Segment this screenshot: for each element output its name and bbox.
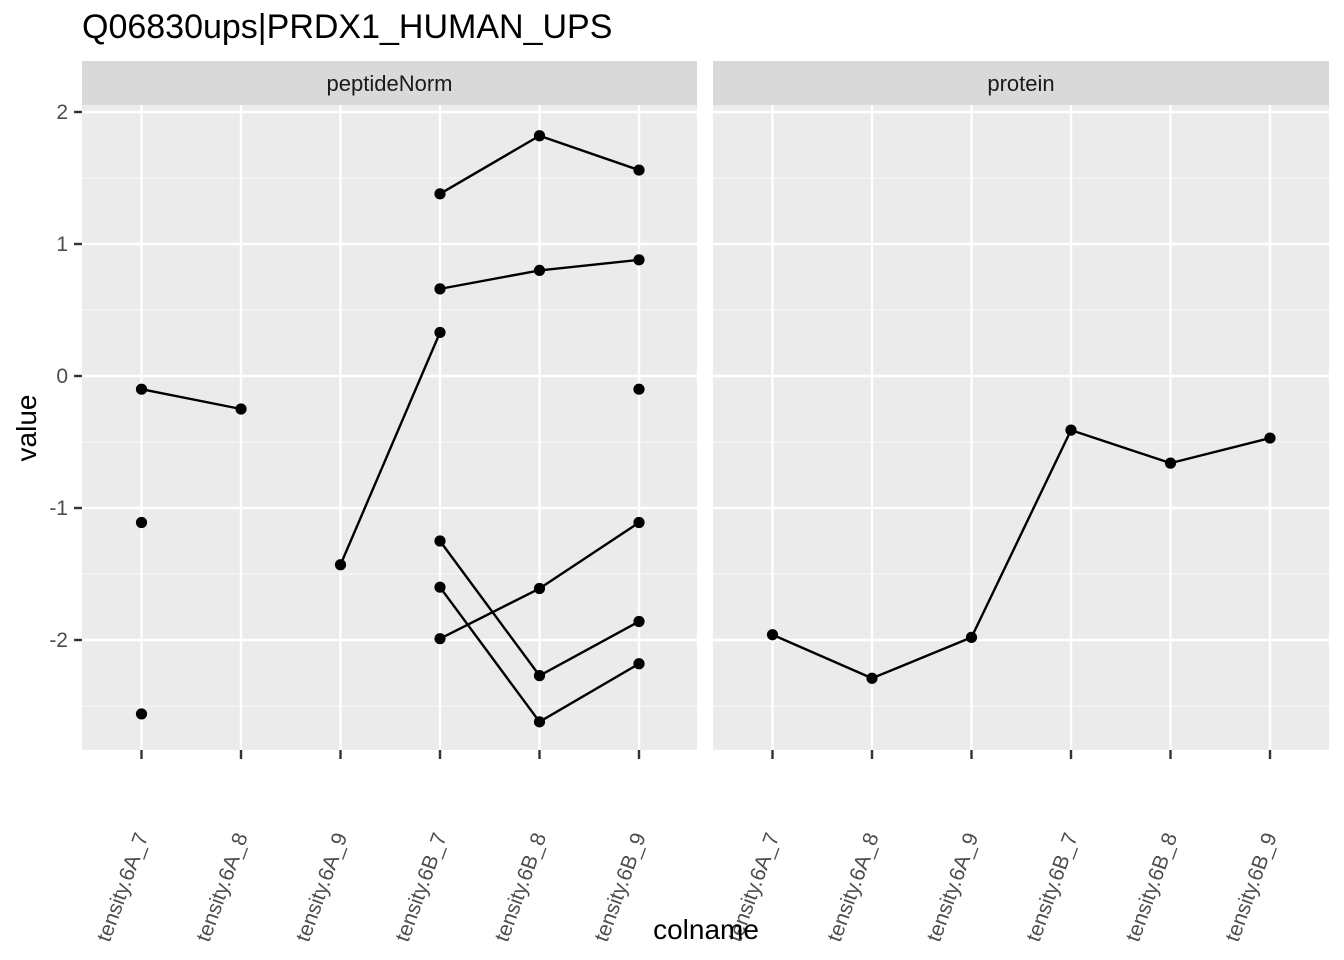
y-tick-label: -2 xyxy=(49,629,68,652)
series-10 xyxy=(633,383,645,395)
x-tick-label: tensity.6B_7 xyxy=(1022,830,1083,945)
series-1 xyxy=(135,383,247,415)
series-4 xyxy=(334,326,446,571)
series-line-segment xyxy=(539,258,640,272)
x-tick-label: tensity.6B_9 xyxy=(590,830,651,945)
data-point xyxy=(334,559,347,571)
series-line-segment xyxy=(439,540,541,677)
series-line-segment xyxy=(439,587,541,640)
series-1 xyxy=(766,424,1276,684)
data-point xyxy=(866,672,878,684)
data-point xyxy=(235,403,247,415)
data-point xyxy=(633,658,645,670)
x-tick-label: tensity.6A_7 xyxy=(93,830,154,945)
series-8 xyxy=(434,581,645,728)
y-tick-label: 1 xyxy=(56,233,68,256)
data-point xyxy=(434,188,446,200)
x-tick-label: tensity.6A_8 xyxy=(823,830,884,945)
series-2 xyxy=(135,516,148,529)
data-point xyxy=(434,283,446,295)
panel-background xyxy=(713,105,1329,750)
series-3 xyxy=(135,708,148,720)
series-line-segment xyxy=(871,636,972,680)
series-6 xyxy=(434,254,645,295)
x-tick-label: tensity.6A_8 xyxy=(192,830,253,945)
x-axis-title: colname xyxy=(653,914,759,945)
data-point xyxy=(1264,432,1276,444)
data-point xyxy=(135,383,148,395)
series-line-segment xyxy=(538,662,640,723)
series-line-segment xyxy=(538,521,640,590)
y-tick-label: 2 xyxy=(56,101,68,124)
series-line-segment xyxy=(439,134,541,195)
data-point xyxy=(633,383,645,395)
x-tick-label: tensity.6B_8 xyxy=(1122,830,1183,945)
chart-title: Q06830ups|PRDX1_HUMAN_UPS xyxy=(82,8,612,46)
data-point xyxy=(533,130,546,142)
series-line-segment xyxy=(538,620,640,677)
y-tick-label: 0 xyxy=(56,365,68,388)
series-line-segment xyxy=(141,388,242,411)
series-line-segment xyxy=(970,429,1073,638)
data-point xyxy=(533,264,546,276)
panel-background xyxy=(82,105,697,750)
panels: peptideNorm tensity.6A_7 tensity.6A_8 tensi… xyxy=(49,61,1329,945)
series-5 xyxy=(434,130,645,200)
data-point xyxy=(633,254,645,266)
data-point xyxy=(434,581,446,593)
series-line-segment xyxy=(439,269,540,291)
facet-strip-label: peptideNorm xyxy=(327,71,453,96)
data-point xyxy=(135,516,148,529)
x-tick-label: tensity.6A_9 xyxy=(292,830,353,945)
series-line-segment xyxy=(1170,436,1271,465)
data-point xyxy=(434,535,446,547)
data-point xyxy=(766,629,779,641)
series-7 xyxy=(434,535,645,682)
y-axis-title: value xyxy=(11,395,42,462)
data-point xyxy=(434,633,446,645)
data-point xyxy=(135,708,148,720)
data-point xyxy=(633,615,645,628)
data-point xyxy=(434,326,446,339)
series-9 xyxy=(434,516,645,645)
data-point xyxy=(965,631,978,643)
y-tick-label: -1 xyxy=(49,497,68,520)
x-tick-label: tensity.6B_8 xyxy=(491,830,552,945)
data-point xyxy=(533,716,546,728)
series-line-segment xyxy=(439,586,541,723)
facet-strip-label: protein xyxy=(987,71,1054,96)
series-line-segment xyxy=(339,331,442,566)
x-tick-label: tensity.6B_7 xyxy=(391,830,452,945)
panel-peptideNorm: peptideNorm tensity.6A_7 tensity.6A_8 tensi… xyxy=(82,61,697,945)
x-tick-label: tensity.6A_9 xyxy=(923,830,984,945)
data-point xyxy=(633,164,645,176)
facet-strip xyxy=(82,61,697,105)
data-point xyxy=(1065,424,1077,436)
series-line-segment xyxy=(539,134,640,172)
series-line-segment xyxy=(1070,428,1171,465)
data-point xyxy=(533,670,546,682)
facet-strip xyxy=(713,61,1329,105)
data-point xyxy=(533,582,546,595)
series-line-segment xyxy=(772,633,873,680)
data-point xyxy=(633,516,645,529)
data-point xyxy=(1164,457,1177,469)
x-tick-label: tensity.6B_9 xyxy=(1221,830,1282,945)
